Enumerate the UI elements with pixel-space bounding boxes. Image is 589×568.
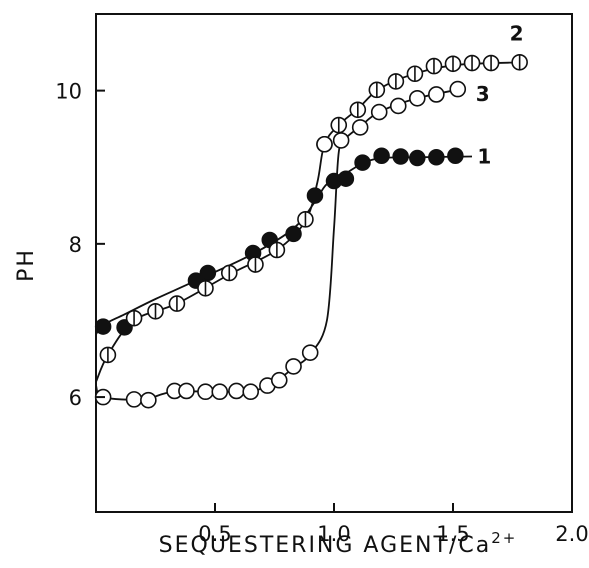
- series-2-point: [482, 54, 500, 72]
- series-3-point: [408, 89, 426, 107]
- y-axis-title: PH: [14, 248, 39, 282]
- series-2-point: [99, 346, 117, 364]
- series-2-point: [220, 264, 238, 282]
- series-3-point: [211, 383, 229, 401]
- series-3-point: [449, 80, 467, 98]
- series-3-point: [370, 103, 388, 121]
- series-1-point: [306, 187, 324, 204]
- series-3-curve: [96, 87, 466, 401]
- series-3-point: [285, 358, 302, 375]
- series-2-point: [406, 65, 424, 83]
- y-tick-label: 8: [69, 233, 82, 257]
- series-2-point: [511, 53, 528, 71]
- series-1-point: [354, 154, 371, 171]
- x-tick-label: 1.0: [317, 522, 350, 546]
- series-2-point: [125, 309, 143, 327]
- series-2-point: [444, 55, 462, 73]
- x-tick-label: 0.5: [198, 522, 231, 546]
- series-3-point: [197, 383, 214, 401]
- series-2-point: [197, 279, 214, 297]
- x-axis-title: SEQUESTERING AGENT/Ca2+: [159, 529, 518, 558]
- series-1-label: 1: [477, 145, 491, 169]
- series-1-point: [428, 149, 445, 166]
- ticks-group: 0.5 1.0 1.5 2.0 6 8 10: [55, 80, 588, 546]
- x-tick-label: 1.5: [436, 522, 469, 546]
- y-tick-label: 6: [69, 386, 82, 410]
- curve-labels-group: 1 2 3: [476, 21, 524, 168]
- series-3-point: [428, 86, 445, 103]
- series-3-point: [125, 391, 143, 408]
- series-2-point: [330, 116, 348, 134]
- series-3-point: [242, 383, 259, 401]
- series-2-point: [349, 101, 367, 119]
- series-1-point: [409, 149, 426, 167]
- x-axis-title-superscript: 2+: [491, 529, 517, 547]
- series-1-point: [337, 170, 355, 187]
- series-3-point: [316, 135, 333, 153]
- series-2-point: [247, 256, 264, 273]
- y-tick-label: 10: [55, 80, 82, 104]
- series-2-label: 2: [510, 21, 524, 45]
- series-3-label: 3: [476, 82, 490, 106]
- points-group: [94, 53, 528, 409]
- series-2-point: [147, 302, 164, 320]
- series-1-point: [199, 264, 217, 282]
- series-2-point: [387, 73, 405, 90]
- x-tick-label: 2.0: [555, 522, 588, 546]
- series-1-point: [373, 147, 390, 164]
- series-3-point: [178, 382, 195, 400]
- series-2-point: [463, 54, 481, 72]
- series-1-point: [392, 148, 409, 165]
- series-3-point: [351, 119, 369, 136]
- plot-frame: [95, 13, 573, 513]
- series-3-point: [140, 391, 157, 409]
- series-3-point: [389, 97, 407, 115]
- series-3-point: [228, 382, 245, 400]
- series-3-point: [301, 344, 319, 361]
- series-2-point: [168, 295, 186, 312]
- series-3-point: [270, 371, 288, 389]
- series-1-point: [94, 318, 112, 335]
- series-2-point: [268, 241, 286, 259]
- series-2-point: [425, 57, 443, 75]
- series-2-point: [368, 81, 386, 99]
- series-3-point: [332, 132, 350, 149]
- x-axis-title-main: SEQUESTERING AGENT/Ca: [159, 533, 492, 558]
- series-1-point: [285, 225, 302, 243]
- series-2-point: [297, 211, 314, 228]
- series-1-point: [447, 147, 464, 164]
